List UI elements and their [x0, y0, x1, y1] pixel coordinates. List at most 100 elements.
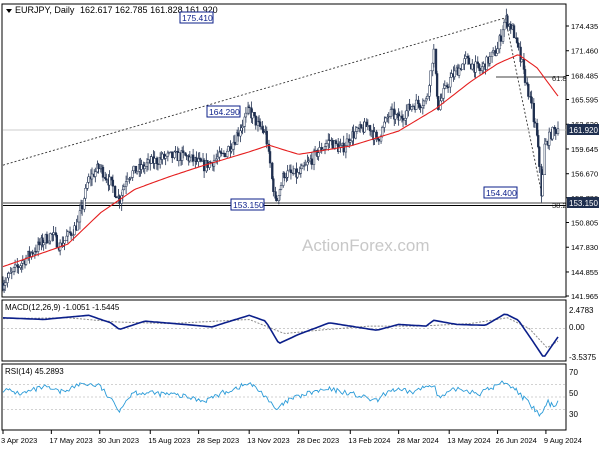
- rsi-labels: RSI(14) 45.2893 70 50 30: [5, 367, 578, 419]
- candle-body: [227, 146, 230, 152]
- candle-body: [422, 100, 426, 106]
- x-tick-label: 26 Jun 2024: [496, 436, 537, 445]
- candle-body: [166, 152, 170, 157]
- candle-body: [457, 67, 461, 76]
- candle-body: [20, 263, 23, 266]
- candle-body: [556, 128, 560, 134]
- candle-body: [240, 127, 243, 132]
- candle-body: [289, 169, 293, 174]
- candle-body: [274, 191, 277, 199]
- candle-body: [49, 233, 52, 242]
- candle-body: [243, 116, 246, 127]
- candle-body: [434, 48, 438, 74]
- candle-body: [271, 162, 274, 179]
- candle-body: [530, 96, 533, 104]
- candle-body: [415, 99, 418, 110]
- candle-body: [90, 173, 94, 180]
- candle-body: [122, 186, 126, 191]
- candle-body: [54, 232, 57, 236]
- candle-body: [324, 143, 328, 147]
- price-tick-label: 141.965: [571, 292, 598, 301]
- candle-body: [283, 172, 286, 179]
- moving-average-series: [2, 54, 559, 268]
- candle-body: [76, 221, 79, 231]
- candle-body: [174, 150, 177, 153]
- candle-body: [328, 139, 331, 141]
- candle-body: [110, 176, 113, 181]
- candle-body: [78, 210, 82, 223]
- candle-body: [275, 197, 278, 201]
- candle-body: [375, 131, 378, 138]
- x-tick-label: 28 Dec 2023: [297, 436, 340, 445]
- candle-body: [509, 23, 512, 30]
- rsi-title: RSI(14) 45.2893: [5, 367, 64, 376]
- ohlc-values: 162.617 162.785 161.828 161.920: [80, 5, 218, 15]
- candle-body: [334, 140, 338, 144]
- candle-body: [215, 158, 218, 161]
- candle-body: [495, 53, 498, 56]
- candle-body: [191, 154, 195, 162]
- chevron-down-icon[interactable]: [6, 9, 12, 13]
- candle-body: [230, 148, 233, 152]
- candle-body: [55, 234, 59, 248]
- macd-panel-frame: [1, 299, 567, 362]
- candle-body: [226, 150, 229, 158]
- candle-body: [121, 189, 124, 196]
- candle-body: [299, 168, 302, 174]
- badge-175410-box: [179, 11, 214, 24]
- candle-body: [251, 112, 254, 119]
- candle-body: [446, 86, 450, 88]
- candle-body: [401, 118, 405, 121]
- rsi-tick-30: 30: [569, 410, 578, 419]
- candle-body: [12, 267, 16, 272]
- candle-body: [259, 121, 262, 127]
- candle-body: [535, 122, 539, 136]
- price-tick-label: 174.435: [571, 22, 598, 31]
- candle-body: [467, 57, 471, 65]
- candle-body: [146, 159, 150, 164]
- candle-body: [431, 62, 434, 72]
- candle-body: [6, 277, 9, 284]
- x-tick-label: 17 May 2023: [49, 436, 92, 445]
- candle-body: [278, 189, 282, 196]
- candle-body: [411, 105, 415, 108]
- current-price-tag: 161.920: [569, 126, 598, 135]
- candle-body: [279, 185, 283, 190]
- candle-body: [527, 84, 530, 97]
- candle-body: [84, 188, 87, 199]
- candle-body: [156, 163, 160, 165]
- candle-body: [522, 59, 526, 70]
- x-tick-label: 15 Aug 2023: [148, 436, 190, 445]
- candle-body: [177, 152, 180, 162]
- candle-body: [313, 149, 317, 152]
- x-tick-label: 28 Mar 2024: [397, 436, 439, 445]
- candle-body: [404, 117, 407, 121]
- candle-body: [135, 171, 139, 174]
- candle-body: [286, 170, 289, 178]
- candle-body: [272, 178, 275, 192]
- candle-body: [496, 48, 499, 54]
- candle-body: [355, 127, 359, 132]
- candle-body: [182, 150, 185, 154]
- candle-body: [10, 271, 13, 273]
- candle-body: [370, 130, 373, 132]
- candle-body: [432, 48, 435, 64]
- candle-body: [101, 166, 105, 178]
- candle-body: [28, 250, 31, 257]
- candle-body: [113, 185, 117, 197]
- candle-body: [164, 155, 167, 159]
- candle-body: [317, 152, 320, 157]
- symbol-title: EURJPY, Daily: [15, 5, 75, 15]
- trendline-layer: [2, 17, 542, 193]
- macd-labels: MACD(12,26,9) -1.0051 -1.5445 2.4783 0.0…: [5, 303, 597, 362]
- candle-body: [45, 234, 49, 244]
- candle-body: [450, 73, 453, 78]
- candle-body: [155, 158, 159, 164]
- macd-series: [2, 313, 566, 357]
- candle-body: [223, 152, 227, 158]
- candle-body: [418, 103, 421, 108]
- candle-body: [389, 109, 393, 117]
- candle-body: [360, 124, 363, 129]
